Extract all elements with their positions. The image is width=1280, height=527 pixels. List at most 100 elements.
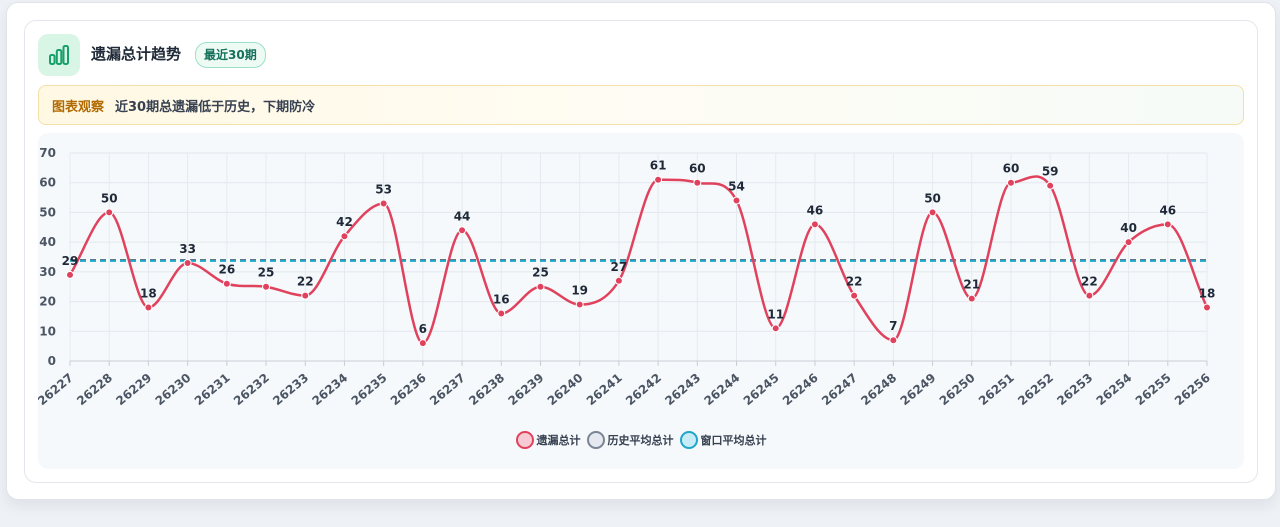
data-label: 46 (807, 203, 824, 217)
legend-swatch-missing-total (515, 431, 534, 449)
x-tick-label: 26245 (741, 371, 782, 409)
x-tick-label: 26237 (427, 371, 468, 409)
page-title: 遗漏总计趋势 (91, 45, 182, 63)
data-label: 50 (101, 191, 118, 205)
x-tick-label: 26247 (819, 371, 860, 409)
data-point (144, 303, 153, 312)
data-label: 26 (218, 263, 235, 277)
legend-swatch-window-avg (679, 431, 698, 449)
data-point (379, 199, 388, 208)
data-label: 16 (493, 292, 510, 306)
legend-item-history-avg[interactable]: 历史平均总计 (586, 431, 674, 449)
x-tick-label: 26250 (937, 371, 978, 409)
data-label: 18 (140, 287, 157, 301)
chart-card: 遗漏总计趋势 最近30期 图表观察 近30期总遗漏低于历史，下期防冷 0 10 20… (24, 20, 1258, 483)
x-tick-label: 26229 (113, 371, 154, 409)
y-tick-label: 60 (39, 176, 56, 190)
data-label: 59 (1042, 165, 1059, 179)
data-point (301, 291, 310, 300)
data-label: 60 (689, 162, 706, 176)
data-point (1163, 220, 1172, 229)
y-tick-label: 40 (39, 235, 56, 249)
x-tick-label: 26227 (38, 371, 76, 409)
x-tick-label: 26235 (349, 371, 390, 409)
data-point (1006, 178, 1015, 187)
data-label: 44 (454, 209, 471, 223)
x-tick-label: 26233 (270, 371, 311, 409)
x-tick-label: 26252 (1015, 371, 1056, 409)
data-point (889, 336, 898, 345)
x-tick-label: 26238 (466, 371, 507, 409)
x-tick-label: 26231 (192, 371, 233, 409)
x-tick-label: 26228 (74, 371, 115, 409)
data-label: 7 (889, 319, 897, 333)
data-label: 40 (1120, 221, 1137, 235)
data-point (732, 196, 741, 205)
data-label: 22 (846, 275, 863, 289)
legend-swatch-history-avg (586, 431, 605, 449)
x-tick-label: 26239 (505, 371, 546, 409)
data-point (614, 276, 623, 285)
x-tick-label: 26254 (1094, 371, 1135, 409)
x-tick-label: 26256 (1172, 371, 1213, 409)
data-point (458, 226, 467, 235)
data-label: 6 (419, 322, 427, 336)
x-tick-label: 26240 (545, 371, 586, 409)
data-point (967, 294, 976, 303)
x-tick-label: 26234 (309, 371, 350, 409)
data-label: 53 (375, 183, 392, 197)
x-tick-label: 26255 (1133, 371, 1174, 409)
data-point (928, 208, 937, 217)
data-label: 21 (963, 278, 980, 292)
outer-panel: 遗漏总计趋势 最近30期 图表观察 近30期总遗漏低于历史，下期防冷 0 10 20… (6, 2, 1276, 500)
line-chart: 0102030405060702622726228262292623026231… (35, 146, 1216, 409)
data-point (810, 220, 819, 229)
legend-label-missing-total: 遗漏总计 (536, 434, 581, 447)
data-point (654, 175, 663, 184)
data-label: 33 (179, 242, 196, 256)
data-point (850, 291, 859, 300)
data-label: 29 (62, 254, 79, 268)
y-tick-label: 70 (39, 146, 56, 160)
data-label: 50 (924, 191, 941, 205)
data-label: 42 (336, 215, 353, 229)
period-badge: 最近30期 (195, 42, 266, 68)
data-point (575, 300, 584, 309)
x-tick-label: 26246 (780, 371, 821, 409)
chart-legend: 遗漏总计 历史平均总计 窗口平均总计 (38, 427, 1244, 453)
data-label: 61 (650, 159, 667, 173)
observation-tag: 图表观察 (52, 100, 105, 115)
data-label: 25 (532, 266, 549, 280)
data-label: 22 (297, 275, 314, 289)
data-point (340, 232, 349, 241)
x-tick-label: 26232 (231, 371, 272, 409)
data-label: 25 (258, 266, 275, 280)
y-tick-label: 0 (48, 354, 56, 368)
x-tick-label: 26241 (584, 371, 625, 409)
data-point (1085, 291, 1094, 300)
chart-area: 0 10 20 30 40 50 60 70 26227 26228 26229 26230 26231… (35, 133, 1244, 469)
data-point (183, 258, 192, 267)
data-point (105, 208, 114, 217)
data-point (222, 279, 231, 288)
data-label: 46 (1159, 203, 1176, 217)
y-tick-label: 10 (39, 324, 56, 338)
data-label: 27 (611, 260, 628, 274)
legend-item-window-avg[interactable]: 窗口平均总计 (679, 431, 767, 449)
x-tick-label: 26249 (897, 371, 938, 409)
legend-item-missing-total[interactable]: 遗漏总计 (515, 431, 581, 449)
data-point (1124, 238, 1133, 247)
x-tick-label: 26253 (1054, 371, 1095, 409)
bar-chart-icon (38, 34, 80, 76)
legend-label-window-avg: 窗口平均总计 (700, 434, 767, 447)
x-tick-label: 26251 (976, 371, 1017, 409)
legend-label-history-avg: 历史平均总计 (607, 434, 674, 447)
data-label: 22 (1081, 275, 1098, 289)
data-point (693, 178, 702, 187)
data-point (262, 282, 271, 291)
y-tick-label: 20 (39, 295, 56, 309)
data-label: 18 (1199, 287, 1216, 301)
data-point (66, 270, 74, 279)
x-tick-label: 26230 (153, 371, 194, 409)
data-label: 60 (1003, 162, 1020, 176)
